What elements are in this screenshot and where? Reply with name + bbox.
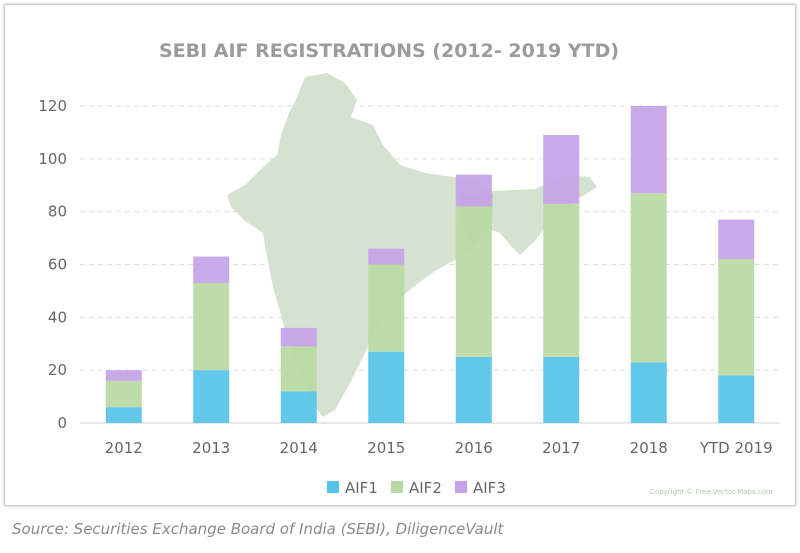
y-tick-label: 20 bbox=[48, 361, 67, 379]
legend-swatch-aif2 bbox=[391, 481, 403, 493]
bar-aif2-2012 bbox=[105, 380, 142, 408]
bar-aif3-2017 bbox=[543, 135, 580, 204]
legend-label-aif1: AIF1 bbox=[345, 479, 378, 497]
bar-aif2-2017 bbox=[543, 203, 580, 357]
chart-title: SEBI AIF REGISTRATIONS (2012- 2019 YTD) bbox=[159, 40, 619, 62]
bar-aif1-2016 bbox=[455, 356, 492, 423]
bar-aif2-2015 bbox=[368, 264, 405, 352]
bar-aif1-2014 bbox=[280, 391, 317, 423]
bar-aif3-2015 bbox=[368, 248, 405, 265]
bars bbox=[105, 106, 755, 423]
y-tick-label: 60 bbox=[48, 256, 67, 274]
x-tick-label: 2015 bbox=[367, 439, 405, 457]
y-axis-ticks: 0 20 40 60 80 100 120 bbox=[38, 97, 67, 432]
bar-aif1-2015 bbox=[368, 351, 405, 423]
bar-aif2-2014 bbox=[280, 346, 317, 392]
source-note: Source: Securities Exchange Board of Ind… bbox=[12, 520, 504, 538]
y-tick-label: 80 bbox=[48, 203, 67, 221]
bar-aif3-2014 bbox=[280, 327, 317, 347]
bar-aif2-ytd-2019 bbox=[718, 259, 755, 376]
bar-aif1-2013 bbox=[193, 370, 230, 423]
x-tick-label: 2013 bbox=[192, 439, 230, 457]
bar-aif1-2017 bbox=[543, 356, 580, 423]
bar-aif1-2012 bbox=[105, 407, 142, 423]
x-tick-label: 2016 bbox=[455, 439, 493, 457]
legend-label-aif2: AIF2 bbox=[409, 479, 442, 497]
x-axis-ticks: 2012 2013 2014 2015 2016 2017 2018 YTD 2019 bbox=[105, 439, 773, 457]
bar-aif3-2013 bbox=[193, 256, 230, 283]
bar-aif1-ytd-2019 bbox=[718, 375, 755, 423]
y-tick-label: 100 bbox=[38, 150, 67, 168]
legend-label-aif3: AIF3 bbox=[473, 479, 506, 497]
legend: AIF1 AIF2 AIF3 bbox=[327, 479, 506, 497]
legend-swatch-aif1 bbox=[327, 481, 339, 493]
y-tick-label: 40 bbox=[48, 308, 67, 326]
bar-aif2-2018 bbox=[630, 193, 667, 363]
x-tick-label: 2017 bbox=[542, 439, 580, 457]
legend-swatch-aif3 bbox=[455, 481, 467, 493]
x-tick-label: 2018 bbox=[630, 439, 668, 457]
bar-aif3-2016 bbox=[455, 174, 492, 207]
bar-aif1-2018 bbox=[630, 362, 667, 423]
bar-aif3-2018 bbox=[630, 106, 667, 194]
x-tick-label: YTD 2019 bbox=[699, 439, 773, 457]
bar-aif2-2013 bbox=[193, 282, 230, 371]
y-tick-label: 120 bbox=[38, 97, 67, 115]
chart-frame: Copyright © Free Vector Maps.com SEBI AI… bbox=[4, 4, 796, 506]
map-copyright-text: Copyright © Free Vector Maps.com bbox=[650, 488, 773, 496]
y-tick-label: 0 bbox=[57, 414, 67, 432]
bar-aif2-2016 bbox=[455, 206, 492, 357]
stacked-bar-chart: Copyright © Free Vector Maps.com SEBI AI… bbox=[38, 40, 780, 497]
x-tick-label: 2012 bbox=[105, 439, 143, 457]
bar-aif3-ytd-2019 bbox=[718, 219, 755, 260]
india-map-watermark bbox=[227, 73, 597, 417]
x-tick-label: 2014 bbox=[280, 439, 318, 457]
bar-aif3-2012 bbox=[105, 370, 142, 381]
